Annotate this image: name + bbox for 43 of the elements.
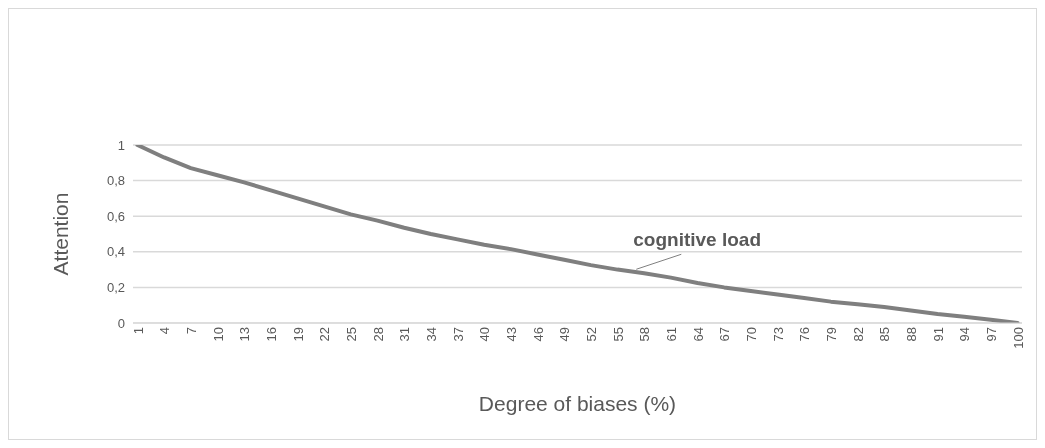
x-tick-label: 40 (477, 327, 493, 342)
y-tick-label: 0,6 (106, 208, 125, 224)
x-tick-label: 73 (770, 327, 786, 342)
y-tick-label: 1 (117, 137, 125, 153)
x-tick-label: 79 (824, 327, 840, 342)
y-tick-label: 0 (117, 315, 125, 331)
x-tick-label: 52 (584, 327, 600, 342)
x-tick-label: 91 (930, 327, 946, 342)
x-tick-label: 64 (690, 327, 706, 342)
x-tick-label: 43 (504, 327, 520, 342)
x-tick-label: 67 (717, 327, 733, 342)
x-tick-label: 4 (157, 327, 173, 335)
x-tick-label: 22 (317, 327, 333, 342)
x-tick-label: 49 (557, 327, 573, 342)
x-tick-label: 61 (664, 327, 680, 342)
x-tick-label: 7 (184, 327, 200, 335)
annotation: cognitive load (633, 229, 762, 251)
x-tick-label: 97 (984, 327, 1000, 342)
x-tick-label: 76 (797, 327, 813, 342)
x-tick-label: 13 (237, 327, 253, 342)
y-axis-title: Attention (49, 192, 73, 276)
y-tick-label: 0,2 (106, 280, 125, 296)
y-tick-label: 0,4 (106, 244, 125, 260)
x-axis-title: Degree of biases (%) (478, 392, 677, 415)
x-tick-label: 31 (397, 327, 413, 342)
x-tick-label: 58 (637, 327, 653, 342)
x-tick-label: 16 (264, 327, 280, 342)
x-tick-label: 55 (610, 327, 626, 342)
x-tick-label: 100 (1010, 327, 1026, 349)
x-tick-label: 85 (877, 327, 893, 342)
x-tick-label: 70 (744, 327, 760, 342)
x-tick-label: 37 (450, 327, 466, 342)
x-tick-label: 46 (530, 327, 546, 342)
x-tick-label: 94 (957, 327, 973, 342)
x-tick-label: 82 (850, 327, 866, 342)
x-tick-label: 10 (210, 327, 226, 342)
x-tick-label: 88 (904, 327, 920, 342)
x-tick-label: 25 (344, 327, 360, 342)
y-tick-label: 0,8 (106, 173, 125, 189)
x-tick-label: 1 (130, 327, 146, 335)
x-tick-label: 19 (290, 327, 306, 342)
x-tick-label: 28 (370, 327, 386, 342)
x-tick-label: 34 (424, 327, 440, 342)
